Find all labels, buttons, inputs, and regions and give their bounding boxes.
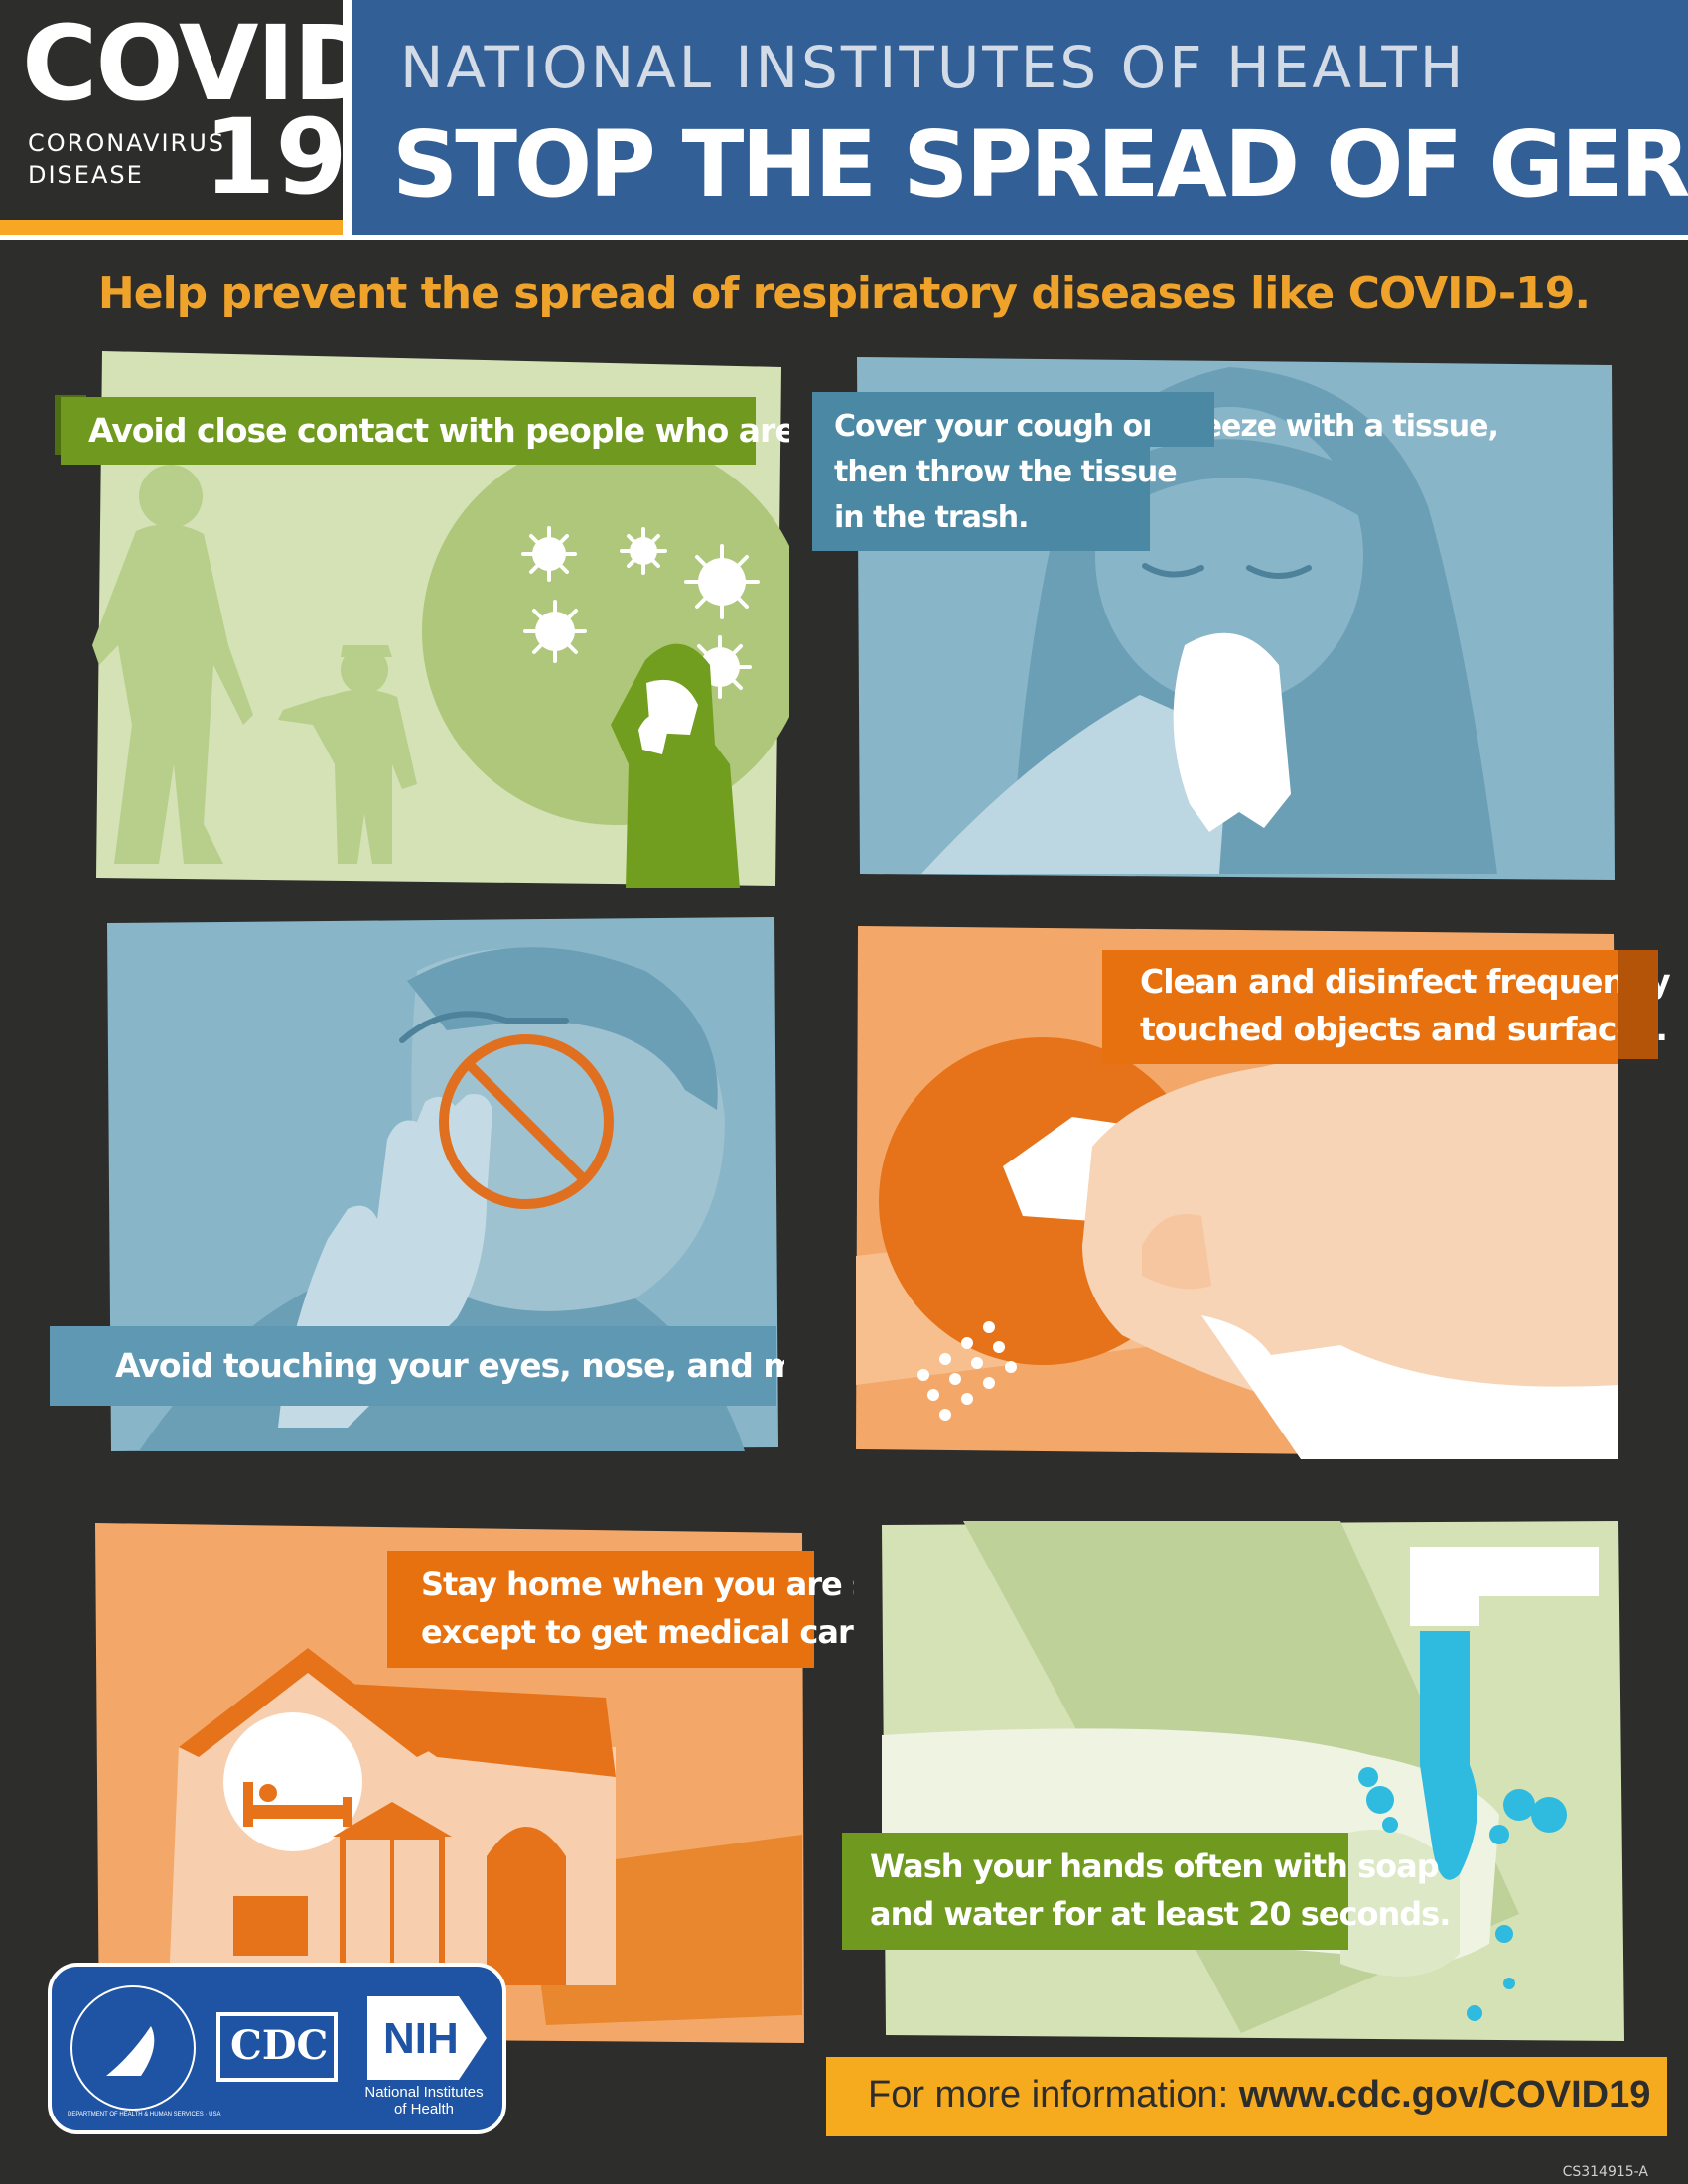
page-title: STOP THE SPREAD OF GERMS — [392, 111, 1688, 217]
coronavirus-disease-label: CORONAVIRUS DISEASE — [28, 129, 226, 189]
label-avoid-touching: Avoid touching your eyes, nose, and mout… — [50, 1326, 784, 1406]
title-banner: NATIONAL INSTITUTES OF HEALTH STOP THE S… — [352, 0, 1688, 235]
panel-avoid-touching: Avoid touching your eyes, nose, and mout… — [50, 911, 784, 1455]
more-info-label: For more information: — [868, 2074, 1239, 2116]
header: COVID CORONAVIRUS DISEASE 19 NATIONAL IN… — [0, 0, 1688, 240]
hand-washing-illustration — [882, 1521, 1624, 2041]
spray-bottle-illustration — [856, 926, 1618, 1459]
nih-name: National Institutes of Health — [364, 2084, 484, 2117]
panel-clean-disinfect: Clean and disinfect frequently touched o… — [844, 918, 1673, 1459]
agency-logos: CDC NIH National Institutes of Health DE… — [48, 1963, 506, 2134]
tissue-sneeze-illustration — [857, 357, 1615, 880]
cdc-logo-icon — [216, 2012, 338, 2082]
hhs-seal-icon — [70, 1985, 196, 2111]
nih-wordmark: NIH — [383, 2014, 459, 2063]
panel-cover-cough: Cover your cough or sneeze with a tissue… — [812, 347, 1641, 884]
hhs-eagle-icon — [106, 2026, 155, 2076]
label-cover-cough: Cover your cough or sneeze with a tissue… — [812, 392, 1499, 551]
panel-stay-home: Stay home when you are sick, except to g… — [89, 1519, 854, 2043]
covid-wordmark: COVID — [22, 3, 378, 124]
org-title: NATIONAL INSTITUTES OF HEALTH — [400, 34, 1467, 101]
label-avoid-contact: Avoid close contact with people who are … — [61, 397, 789, 465]
nih-logo-icon — [367, 1996, 487, 2080]
label-clean-disinfect: Clean and disinfect frequently touched o… — [1102, 950, 1671, 1064]
label-stay-home: Stay home when you are sick, except to g… — [387, 1551, 854, 1668]
panel-wash-hands: Wash your hands often with soap and wate… — [824, 1517, 1668, 2045]
hhs-seal-text: DEPARTMENT OF HEALTH & HUMAN SERVICES · … — [68, 2112, 221, 2117]
covid19-badge: COVID CORONAVIRUS DISEASE 19 — [0, 0, 378, 235]
covid-number: 19 — [204, 96, 348, 217]
badge-stripe — [0, 220, 343, 235]
cdc-wordmark: CDC — [230, 2022, 329, 2069]
panel-avoid-contact: Avoid close contact with people who are … — [55, 347, 789, 903]
people-virus-illustration — [92, 351, 789, 888]
subtitle: Help prevent the spread of respiratory d… — [97, 268, 1591, 319]
more-info-link[interactable]: www.cdc.gov/COVID19 — [1238, 2074, 1651, 2116]
label-wash-hands: Wash your hands often with soap and wate… — [842, 1833, 1451, 1950]
more-info-bar: For more information: www.cdc.gov/COVID1… — [826, 2057, 1667, 2136]
document-code: CS314915-A — [1562, 2164, 1648, 2180]
